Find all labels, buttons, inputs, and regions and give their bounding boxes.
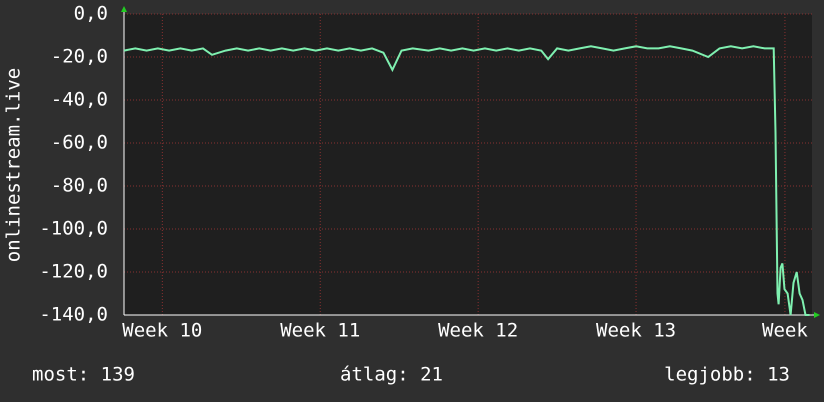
x-tick-label: Week 13: [596, 320, 676, 342]
y-tick-label: -20,0: [51, 46, 108, 68]
y-tick-label: -120,0: [39, 261, 108, 283]
footer-best: legjobb: 13: [664, 364, 790, 386]
y-tick-label: 0,0: [74, 3, 108, 25]
y-axis-arrow: [121, 6, 127, 12]
footer-current: most: 139: [32, 364, 135, 386]
y-tick-label: -60,0: [51, 132, 108, 154]
x-tick-label: Week 10: [122, 320, 202, 342]
y-axis-label: onlinestream.live: [3, 68, 25, 262]
series-line: [123, 45, 810, 316]
footer-average: átlag: 21: [340, 364, 443, 386]
x-tick-label: Week 12: [438, 320, 518, 342]
plot-area: [124, 14, 812, 315]
y-tick-label: -100,0: [39, 218, 108, 240]
x-tick-label: Week 11: [280, 320, 360, 342]
x-tick-label: Week: [762, 320, 808, 342]
x-axis-arrow: [814, 312, 820, 318]
y-tick-label: -40,0: [51, 89, 108, 111]
y-tick-label: -140,0: [39, 304, 108, 326]
y-tick-label: -80,0: [51, 175, 108, 197]
